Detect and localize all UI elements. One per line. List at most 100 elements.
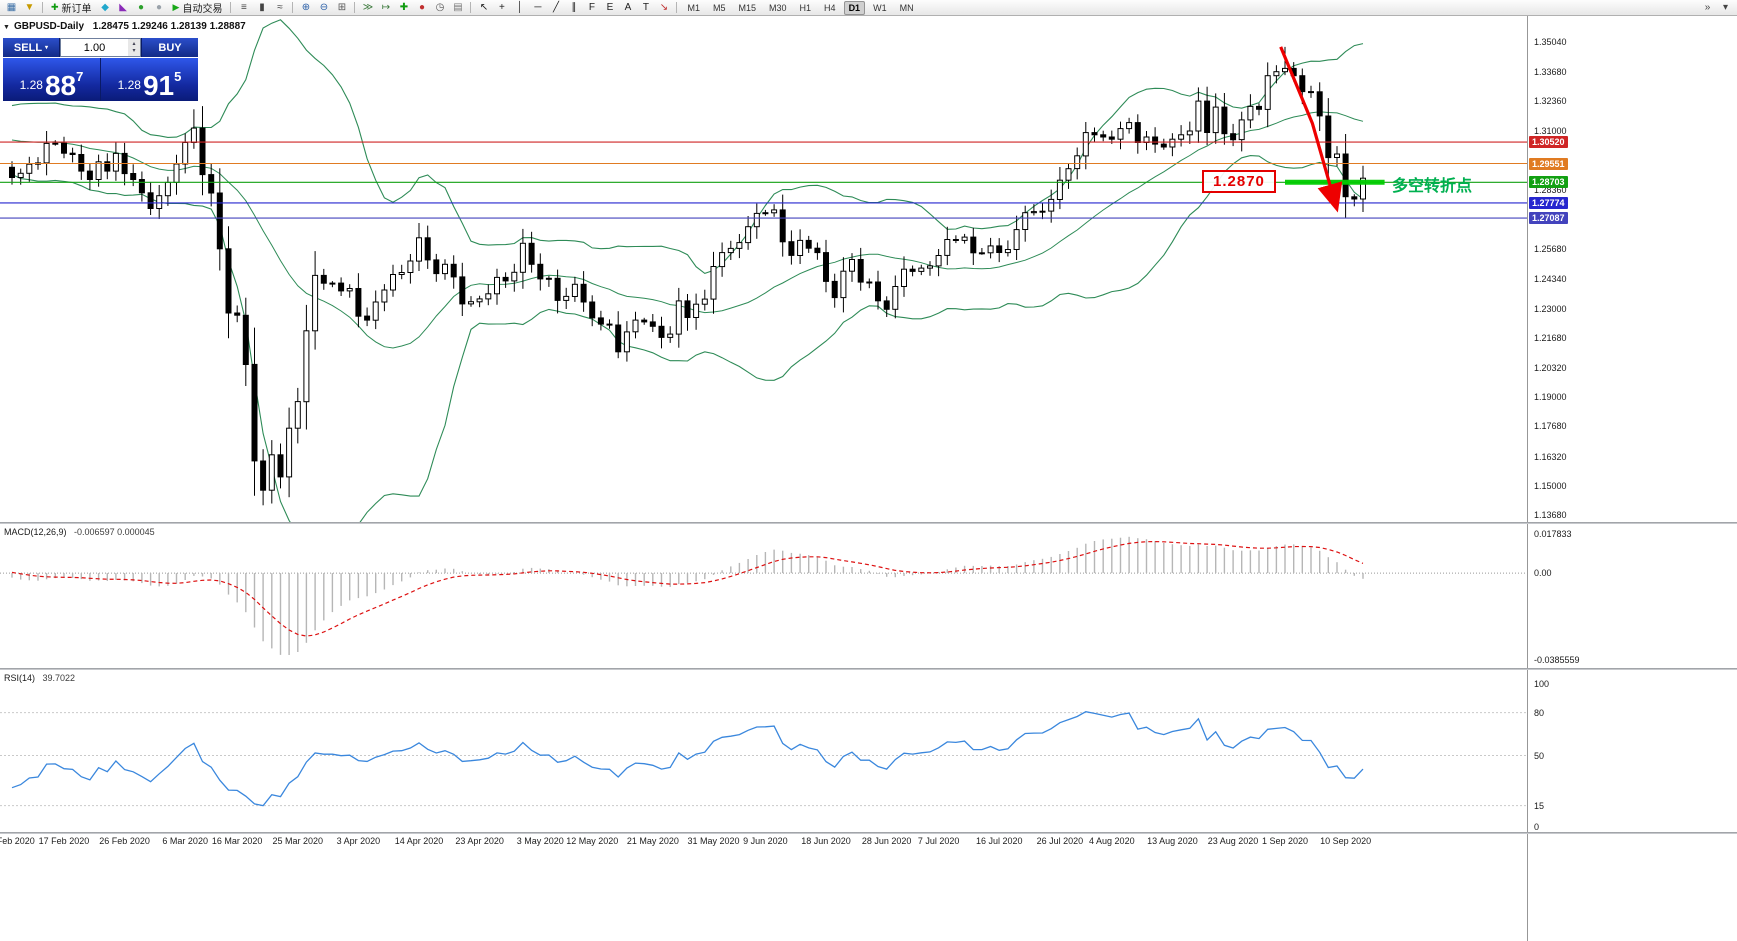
chart-collapse-caret-icon[interactable]: ▼ (3, 24, 10, 31)
candlestick-chart-icon[interactable]: ▮ (259, 2, 265, 13)
toolbar-collapse-icon[interactable]: ▾ (1722, 2, 1729, 13)
one-click-trading-panel: SELL ▾ 1.00 ▴ ▾ BUY 1.28 88 7 1.28 91 5 (3, 38, 198, 101)
cursor-icon[interactable]: ↖ (479, 2, 489, 13)
date-axis-tick: 26 Jul 2020 (1036, 836, 1084, 846)
zoom-in-icon[interactable]: ⊕ (301, 2, 311, 13)
macd-scale-max: 0.017833 (1534, 529, 1572, 539)
timeframe-button-m5[interactable]: M5 (712, 2, 726, 13)
ask-big-digits: 91 (142, 70, 175, 102)
alerts-icon[interactable]: ◣ (119, 2, 127, 13)
indicators-icon[interactable]: ✚ (399, 2, 409, 13)
panel-separator[interactable] (0, 832, 1737, 834)
price-axis-tick: 1.23000 (1534, 303, 1567, 314)
volume-field[interactable]: 1.00 ▴ ▾ (60, 38, 141, 57)
toolbar-separator (292, 2, 294, 13)
sell-button[interactable]: SELL ▾ (3, 38, 59, 57)
auto-trading-button[interactable]: ▶ 自动交易 (169, 1, 227, 15)
auto-trading-button-icon: ▶ (172, 2, 180, 12)
macd-indicator-canvas[interactable] (0, 524, 1527, 668)
fibonacci-icon[interactable]: F (588, 2, 596, 13)
history-center-icon[interactable]: ● (138, 2, 145, 13)
vertical-line-icon[interactable]: │ (516, 2, 524, 13)
date-axis-tick: 3 May 2020 (516, 836, 564, 846)
date-axis-tick: 21 May 2020 (626, 836, 679, 846)
chart-shift-icon[interactable]: ↦ (381, 2, 391, 13)
rsi-scale-tick: 0 (1534, 822, 1540, 832)
metaeditor-icon[interactable]: ◆ (101, 2, 109, 13)
text-icon[interactable]: A (624, 2, 632, 13)
timeframe-button-h1[interactable]: H1 (799, 2, 812, 13)
turning-point-price-flag[interactable]: 1.2870 (1202, 170, 1276, 193)
timeframe-button-d1[interactable]: D1 (843, 0, 866, 15)
volume-decrease-icon[interactable]: ▾ (132, 47, 136, 54)
toolbar-customize-icon[interactable]: » (1704, 2, 1711, 13)
auto-scroll-icon[interactable]: ≫ (362, 2, 374, 13)
bar-chart-icon[interactable]: ≡ (241, 2, 247, 13)
rsi-scale-tick: 50 (1534, 750, 1545, 761)
horizontal-line-icon[interactable]: ─ (534, 2, 542, 13)
trendline-icon[interactable]: ╱ (552, 2, 559, 13)
price-axis-tick: 1.25680 (1534, 244, 1567, 255)
timeframe-button-h4[interactable]: H4 (824, 2, 836, 13)
date-axis-tick: 4 Aug 2020 (1089, 836, 1135, 846)
price-axis-tick: 1.21680 (1534, 332, 1567, 343)
ellipse-icon[interactable]: E (606, 2, 614, 13)
macd-signal-line (11, 540, 1364, 637)
toolbar-separator (676, 2, 678, 13)
trend-arrow[interactable] (1279, 46, 1343, 213)
date-axis-tick: 26 Feb 2020 (99, 836, 150, 846)
rsi-label: RSI(14) 39.7022 (4, 673, 75, 683)
rsi-line (11, 711, 1364, 807)
sell-button-label: SELL (13, 41, 43, 54)
date-axis-tick: 13 Aug 2020 (1147, 836, 1198, 846)
buy-price-panel[interactable]: 1.28 91 5 (101, 58, 198, 101)
price-axis[interactable]: 1.35040 1.33680 1.32360 1.31000 1.28360 1.256… (1527, 16, 1737, 941)
rsi-indicator-canvas[interactable] (0, 670, 1527, 832)
crosshair-icon[interactable]: + (499, 2, 505, 13)
timeframe-button-m1[interactable]: M1 (687, 2, 700, 13)
templates-icon[interactable]: ▤ (453, 2, 463, 13)
arrows-icon[interactable]: ↘ (659, 2, 669, 13)
timeframe-button-w1[interactable]: W1 (873, 2, 887, 13)
line-chart-icon[interactable]: ≈ (277, 2, 283, 13)
date-axis-tick: 31 May 2020 (687, 836, 740, 846)
panel-separator[interactable] (0, 522, 1737, 524)
options-icon[interactable]: ● (156, 2, 163, 13)
timeframe-button-m30[interactable]: M30 (769, 2, 787, 13)
candlestick-series (9, 46, 1366, 506)
date-axis-tick: 14 Apr 2020 (394, 836, 444, 846)
turning-point-annotation[interactable]: 多空转折点 (1392, 178, 1473, 195)
date-axis-tick: 6 Mar 2020 (162, 836, 208, 846)
date-axis-tick: 1 Sep 2020 (1261, 836, 1309, 846)
volume-increase-icon[interactable]: ▴ (132, 40, 136, 47)
objects-list-icon[interactable]: ● (418, 2, 425, 13)
buy-button[interactable]: BUY (142, 38, 198, 57)
main-price-chart-canvas[interactable] (0, 16, 1527, 522)
grid-icon[interactable]: ⊞ (337, 2, 347, 13)
price-axis-tick: 1.24340 (1534, 273, 1567, 284)
panel-separator[interactable] (0, 668, 1737, 670)
zoom-out-icon[interactable]: ⊖ (319, 2, 329, 13)
periods-icon[interactable]: ◷ (435, 2, 445, 13)
new-order-button[interactable]: ✚ 新订单 (47, 1, 96, 15)
price-axis-tick: 1.33680 (1534, 67, 1567, 78)
macd-scale-min: -0.0385559 (1534, 655, 1580, 665)
price-axis-tick: 1.19000 (1534, 392, 1567, 403)
volume-spinner[interactable]: ▴ ▾ (128, 39, 140, 56)
sell-price-panel[interactable]: 1.28 88 7 (3, 58, 100, 101)
text-label-icon[interactable]: T (642, 2, 650, 13)
price-axis-tick: 1.32360 (1534, 96, 1567, 107)
rsi-scale-tick: 15 (1534, 800, 1545, 811)
volume-value[interactable]: 1.00 (83, 41, 106, 54)
new-chart-icon[interactable]: ▦ (6, 2, 17, 13)
timeframe-button-mn[interactable]: MN (899, 2, 914, 13)
price-axis-tick: 1.13680 (1534, 509, 1567, 520)
timeframe-button-m15[interactable]: M15 (738, 2, 757, 13)
profiles-icon[interactable]: ▼ (24, 2, 35, 13)
sell-options-caret-icon[interactable]: ▾ (45, 45, 49, 51)
channel-icon[interactable]: ∥ (571, 2, 577, 13)
macd-histogram (11, 536, 1364, 655)
rsi-name: RSI(14) (4, 673, 36, 683)
bid-big-digits: 88 (44, 70, 77, 102)
